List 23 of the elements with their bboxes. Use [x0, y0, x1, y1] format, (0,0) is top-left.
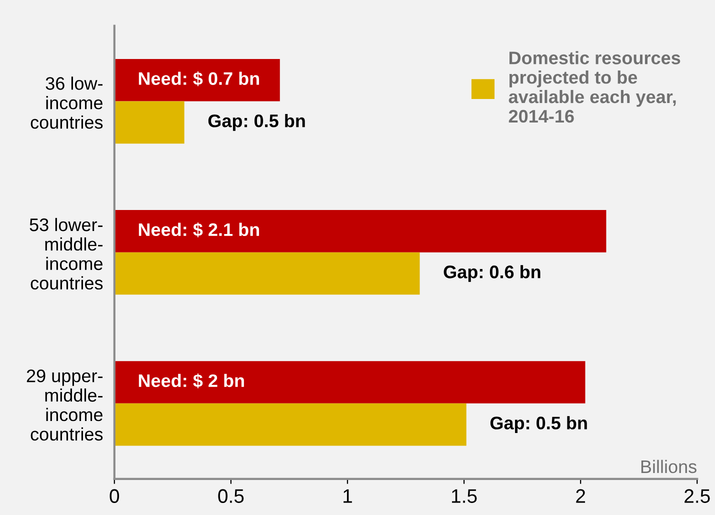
x-tick-label: 2.5 [684, 489, 710, 503]
annotation: Gap: 0.5 bn [490, 416, 587, 433]
y-tick-label: 53 lower- middle- income countries [30, 218, 103, 290]
annotation: Gap: 0.6 bn [444, 265, 540, 282]
bar [114, 361, 586, 404]
data-label: Need: $ 2 bn [138, 374, 244, 388]
bar [114, 403, 466, 446]
x-tick-label: 1.5 [452, 489, 477, 503]
annotation: Gap: 0.5 bn [208, 114, 305, 131]
data-label: Need: $ 2.1 bn [138, 222, 260, 238]
data-label: Need: $ 0.7 bn [138, 71, 260, 86]
x-tick-label: 0 [110, 489, 120, 503]
y-tick-label: 36 low- income countries [30, 76, 103, 129]
y-tick-label: 29 upper- middle- income countries [26, 369, 103, 441]
bar [114, 58, 280, 102]
x-tick-label: 1 [344, 489, 352, 503]
bar [114, 210, 606, 252]
x-tick-label: 2 [576, 489, 586, 503]
x-axis-title: Billions [641, 460, 696, 474]
x-tick-label: 0.5 [218, 489, 244, 503]
bar [114, 252, 420, 295]
bar [114, 101, 184, 144]
legend-label: Domestic resources projected to be available each year, 2014-16 [508, 51, 680, 123]
